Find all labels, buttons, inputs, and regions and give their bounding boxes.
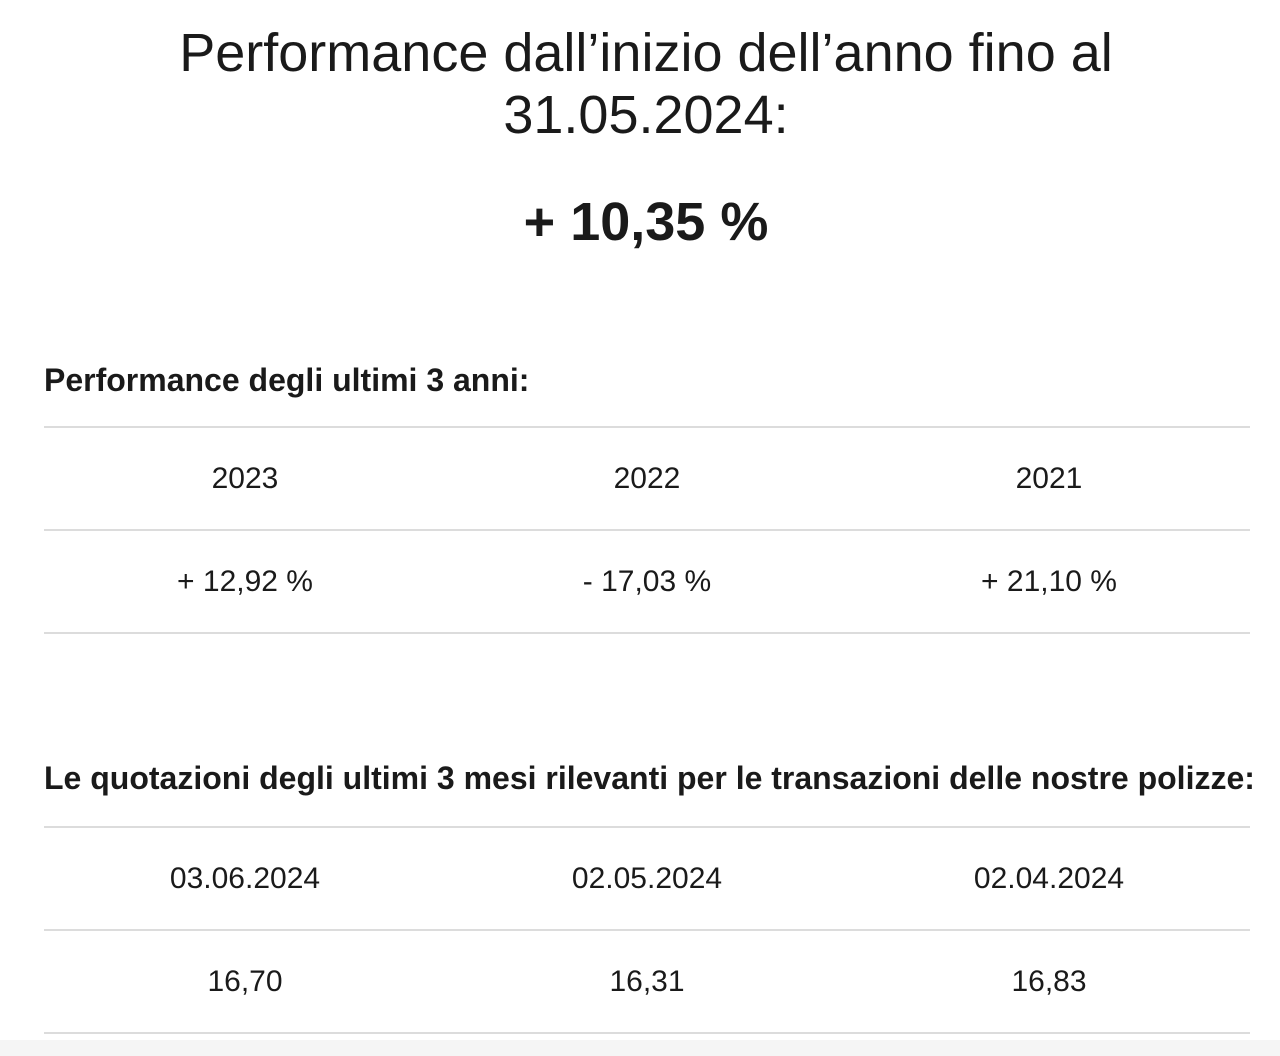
quote-cell: 16,83 [848,929,1250,1034]
annual-performance-heading: Performance degli ultimi 3 anni: [44,362,530,398]
table-row-dates: 03.06.2024 02.05.2024 02.04.2024 [44,826,1250,930]
date-cell: 02.05.2024 [446,826,848,930]
bottom-strip [0,1040,1280,1056]
year-cell: 2023 [44,426,446,530]
ytd-title-line2: 31.05.2024: [503,85,789,145]
date-cell: 03.06.2024 [44,826,446,930]
quotes-table: 03.06.2024 02.05.2024 02.04.2024 16,70 1… [44,826,1250,1034]
date-cell: 02.04.2024 [848,826,1250,930]
ytd-title: Performance dall’inizio dell’anno fino a… [0,22,1280,146]
quote-cell: 16,70 [44,929,446,1034]
ytd-title-line1: Performance dall’inizio dell’anno fino a… [179,23,1113,83]
quote-cell: 16,31 [446,929,848,1034]
table-row-quotes: 16,70 16,31 16,83 [44,929,1250,1034]
year-cell: 2022 [446,426,848,530]
table-row-performance: + 12,92 % - 17,03 % + 21,10 % [44,529,1250,634]
performance-cell: - 17,03 % [446,529,848,634]
annual-performance-table: 2023 2022 2021 + 12,92 % - 17,03 % + 21,… [44,426,1250,634]
quotes-heading: Le quotazioni degli ultimi 3 mesi rileva… [44,760,1255,796]
performance-cell: + 21,10 % [848,529,1250,634]
ytd-performance-value: + 10,35 % [523,192,769,252]
table-row-years: 2023 2022 2021 [44,426,1250,530]
year-cell: 2021 [848,426,1250,530]
performance-cell: + 12,92 % [44,529,446,634]
